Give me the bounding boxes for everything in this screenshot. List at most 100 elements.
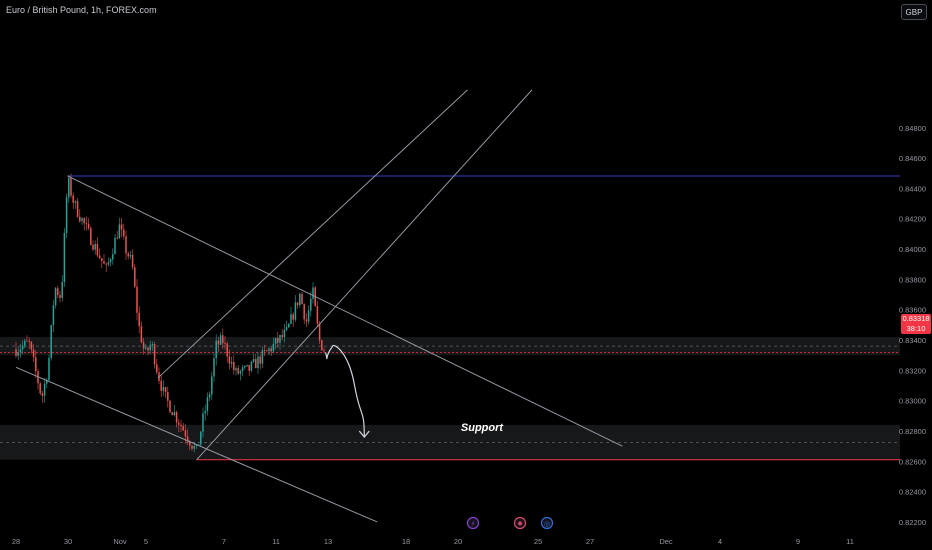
candle-body [26,340,28,342]
candle [96,237,99,258]
time-axis[interactable]: 28 30 Nov 5 7 11 13 18 20 25 27 Dec 4 9 11 [12,537,854,546]
trendlines-layer[interactable] [15,89,623,523]
candle [112,248,114,265]
price-tick-label: 0.84400 [899,184,926,193]
currency-badge[interactable]: GBP [901,4,927,20]
candle-body [15,349,17,356]
price-tick-label: 0.82600 [899,457,926,466]
candle-body [182,426,184,431]
lightning-icon[interactable]: ⚡ [466,516,480,530]
candle-body [52,305,55,325]
candle [83,217,85,231]
candle [153,341,156,369]
candle [246,364,248,368]
candle [244,365,246,370]
candle [136,279,138,321]
candle-body [279,335,281,343]
candle [28,337,30,349]
projection-layer [325,345,370,439]
candle-body [186,436,189,442]
price-tick-label: 0.83200 [899,366,926,375]
candle [68,174,70,203]
candle-body [19,349,22,353]
events-layer[interactable]: ⚡ ✹ ◎ [466,516,554,530]
candle-body [202,413,204,432]
time-tick-label: 13 [324,537,332,546]
candle [321,339,323,351]
trendline-3[interactable] [196,89,533,461]
candle-body [283,329,286,338]
trendline-1[interactable] [67,175,623,447]
candle-body [299,293,301,306]
trendline-2[interactable] [15,366,378,523]
candle [279,334,281,350]
candle-body [224,343,226,345]
candle [263,344,266,357]
candle [107,257,110,267]
price-tick-label: 0.83600 [899,306,926,315]
candle-body [184,430,187,437]
candle [160,375,162,398]
candle [15,342,17,359]
candle-body [107,262,110,265]
candle-body [160,380,162,391]
candle-body [303,304,305,320]
candle-body [30,341,33,350]
candle-body [46,380,48,384]
candle [202,407,204,438]
candle [147,346,149,356]
time-tick-label: Nov [113,537,127,546]
candle [125,230,127,261]
candle [98,248,101,260]
candle [145,343,147,351]
earnings-icon[interactable]: ◎ [540,516,554,530]
candle-body [274,337,277,344]
candle [30,340,33,354]
candle-body [310,298,312,311]
candle [296,302,299,309]
price-axis[interactable]: 0.84800 0.84600 0.84400 0.84200 0.84000 0.838… [899,124,926,527]
candle-body [123,229,125,237]
candle [255,354,257,369]
candle-body [277,337,279,343]
candle-body [173,412,176,416]
candle [142,338,145,355]
candle [294,295,297,322]
candle-body [74,201,77,203]
candle-body [167,392,169,401]
candle-body [79,216,81,222]
candle-body [239,370,242,374]
candle [171,411,173,416]
candle [48,354,50,382]
candle-body [138,312,140,327]
candle [226,341,228,363]
candle [239,369,242,381]
candle [261,346,264,369]
candle [140,321,143,344]
candle [105,262,107,272]
dividend-icon[interactable]: ✹ [513,516,527,530]
price-tick-label: 0.83400 [899,336,926,345]
candle-body [171,412,173,416]
candle-body [237,368,239,374]
time-tick-label: 20 [454,537,462,546]
candle-body [211,376,213,395]
candle [228,349,231,370]
candle [167,386,169,408]
candle-body [257,356,259,369]
candle [180,419,182,433]
candle-body [145,347,147,349]
support-annotation: Support [461,422,504,434]
candle [281,328,283,341]
candle-body [125,236,127,254]
trendline-4[interactable] [157,89,468,379]
candle [222,328,224,349]
candle [274,337,277,350]
candle-body [127,253,129,257]
candle-body [228,356,231,364]
candle-body [61,281,63,298]
last-price-value: 0.83318 [902,314,930,323]
candle-body [208,394,211,398]
